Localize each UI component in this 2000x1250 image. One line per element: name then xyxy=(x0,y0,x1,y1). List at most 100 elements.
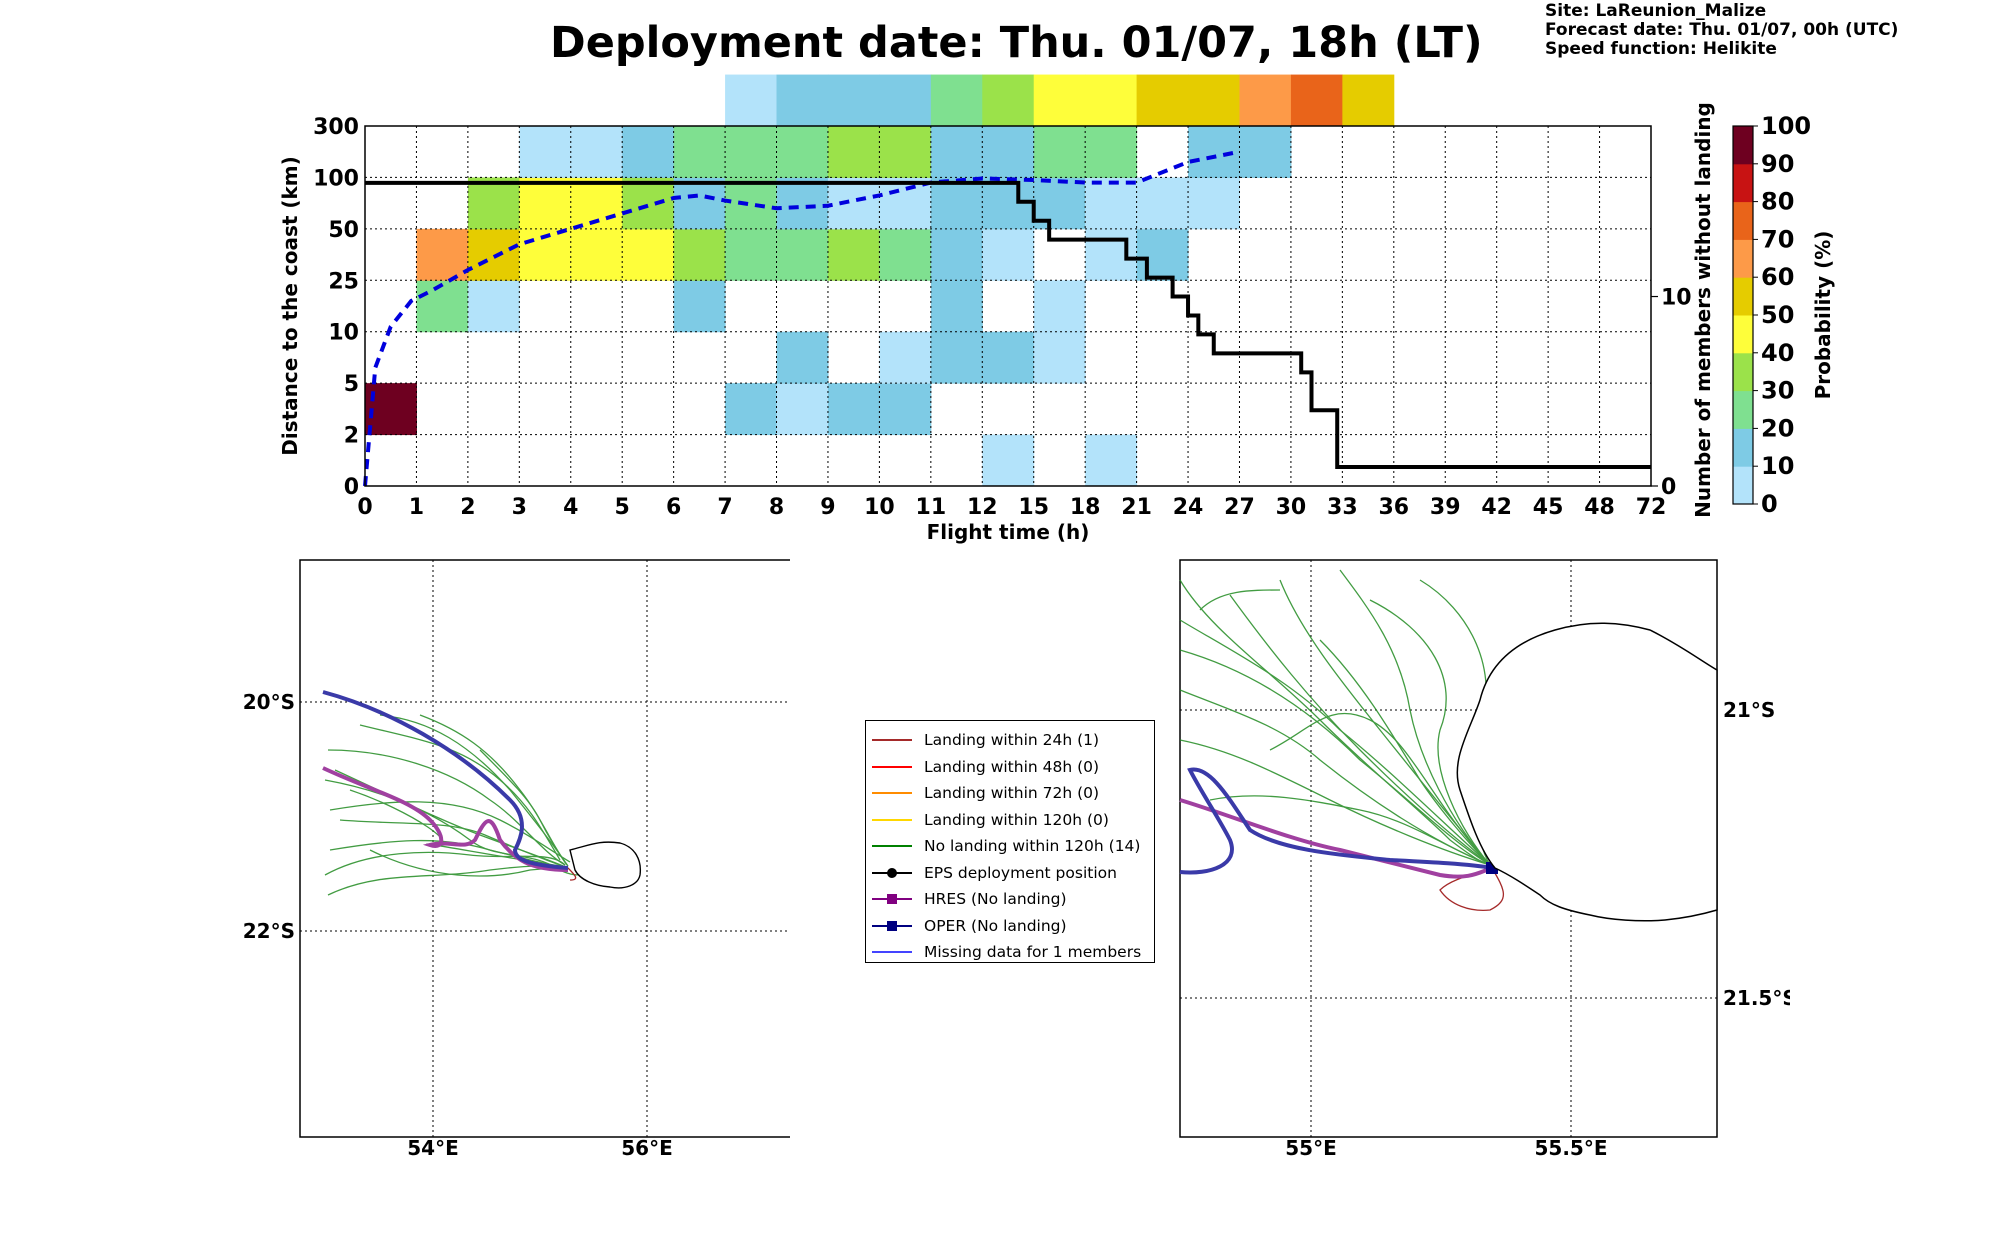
legend-entry: EPS deployment position xyxy=(872,860,1154,887)
x-tick-label: 15 xyxy=(1018,495,1049,520)
x-tick-label: 39 xyxy=(1430,495,1461,520)
map-right-y-tick: 21°S xyxy=(1723,698,1775,722)
hres-track xyxy=(322,766,569,872)
y-tick-label: 5 xyxy=(344,372,359,397)
trajectory-map-local: 55°E 55.5°E 21°S 21.5°S xyxy=(1179,559,1790,1160)
heatmap-cell xyxy=(879,74,932,127)
info-block: Site: LaReunion_Malize Forecast date: Th… xyxy=(1545,2,1898,59)
legend-entry: HRES (No landing) xyxy=(872,886,1154,913)
heatmap-cell xyxy=(879,383,932,436)
heatmap-cell xyxy=(879,126,932,178)
colorbar-tick-label: 90 xyxy=(1761,150,1794,178)
track-member xyxy=(1179,739,1491,866)
site-label: Site: LaReunion_Malize xyxy=(1545,1,1767,21)
colorbar-segment xyxy=(1733,466,1753,505)
x-tick-label: 30 xyxy=(1276,495,1307,520)
heatmap-cell xyxy=(1033,126,1086,178)
mean-distance-line xyxy=(363,149,1240,487)
map-left-grid xyxy=(300,560,790,1137)
legend-symbol xyxy=(872,866,912,880)
heatmap-cell xyxy=(1033,280,1086,333)
heatmap-cell xyxy=(930,126,983,178)
heatmap-cell xyxy=(879,331,932,384)
legend-entry: Landing within 48h (0) xyxy=(872,754,1154,781)
y2-axis-label: Number of members without landing xyxy=(1691,102,1715,518)
heatmap-cell xyxy=(519,177,572,230)
heatmap-cell xyxy=(827,383,880,436)
heatmap-cell xyxy=(930,177,983,230)
oper-track xyxy=(1179,767,1493,875)
x-tick-label: 4 xyxy=(563,495,578,520)
colorbar-tick-label: 20 xyxy=(1761,414,1794,442)
x-tick-label: 2 xyxy=(460,495,475,520)
colorbar-segment xyxy=(1733,352,1753,392)
heatmap-cell xyxy=(416,280,469,333)
colorbar-tick-label: 30 xyxy=(1761,377,1794,405)
heatmap-cell xyxy=(1136,228,1189,281)
colorbar-segment xyxy=(1733,126,1753,165)
colorbar-tick-label: 80 xyxy=(1761,188,1794,216)
track-member xyxy=(1339,569,1491,866)
heatmap-cell xyxy=(673,177,726,230)
heatmap-cell xyxy=(725,383,778,436)
y-tick-label: 100 xyxy=(313,166,359,191)
heatmap-cell xyxy=(1136,177,1189,230)
track-member xyxy=(1179,649,1491,866)
x-tick-label: 3 xyxy=(512,495,527,520)
map-right-x-tick: 55°E xyxy=(1285,1136,1337,1160)
track-member xyxy=(479,749,569,867)
x-tick-label: 11 xyxy=(916,495,947,520)
colorbar-tick-label: 100 xyxy=(1761,112,1811,140)
colorbar-tick-label: 40 xyxy=(1761,339,1794,367)
legend-label: Landing within 72h (0) xyxy=(924,784,1100,803)
heatmap-cell xyxy=(673,228,726,281)
map-right-x-tick: 55.5°E xyxy=(1534,1136,1607,1160)
heatmap-frame xyxy=(364,125,1652,487)
x-tick-label: 45 xyxy=(1533,495,1564,520)
colorbar-segment xyxy=(1733,239,1753,278)
y-axis-label: Distance to the coast (km) xyxy=(278,156,302,456)
ensemble-tracks-right xyxy=(1179,569,1491,866)
legend-symbol xyxy=(872,839,912,853)
legend-symbol xyxy=(872,919,912,933)
legend-entry: Missing data for 1 members xyxy=(872,939,1154,966)
track-member xyxy=(1209,795,1491,866)
colorbar-tick-label: 10 xyxy=(1761,452,1794,480)
heatmap-cell xyxy=(467,177,520,230)
y-tick-label: 10 xyxy=(328,321,359,346)
speed-function-label: Speed function: Helikite xyxy=(1545,39,1777,59)
map-left-y-tick: 20°S xyxy=(243,690,295,714)
heatmap-cell xyxy=(1085,74,1138,127)
heatmap-cell xyxy=(776,177,829,230)
x-tick-label: 48 xyxy=(1584,495,1615,520)
heatmap-cell xyxy=(827,126,880,178)
colorbar-segment xyxy=(1733,163,1753,203)
x-tick-label: 24 xyxy=(1173,495,1204,520)
heatmap-cell xyxy=(1188,177,1240,230)
heatmap-cell xyxy=(1136,74,1189,127)
y2-tick-label: 0 xyxy=(1661,475,1676,500)
forecast-date-label: Forecast date: Thu. 01/07, 00h (UTC) xyxy=(1545,20,1899,40)
heatmap-cell xyxy=(776,383,829,436)
legend-symbol xyxy=(872,760,912,774)
track-member xyxy=(1179,579,1491,866)
x-tick-label: 36 xyxy=(1378,495,1409,520)
heatmap-cell xyxy=(879,228,932,281)
colorbar-segment xyxy=(1733,428,1753,467)
heatmap-cell xyxy=(982,331,1035,384)
heatmap-cell xyxy=(467,280,520,333)
island-reunion-left xyxy=(569,841,642,889)
x-tick-label: 33 xyxy=(1327,495,1358,520)
legend-symbol xyxy=(872,813,912,827)
legend-symbol xyxy=(872,733,912,747)
heatmap-cell xyxy=(776,74,829,127)
heatmap-cell xyxy=(1033,74,1086,127)
colorbar-segment xyxy=(1733,315,1753,354)
track-landing-24h xyxy=(567,867,577,881)
heatmap-cell xyxy=(982,228,1035,281)
track-member xyxy=(339,819,569,869)
island-reunion-right xyxy=(1456,622,1718,922)
legend-symbol xyxy=(872,945,912,959)
x-tick-label: 42 xyxy=(1481,495,1512,520)
y-tick-label: 0 xyxy=(344,475,359,500)
